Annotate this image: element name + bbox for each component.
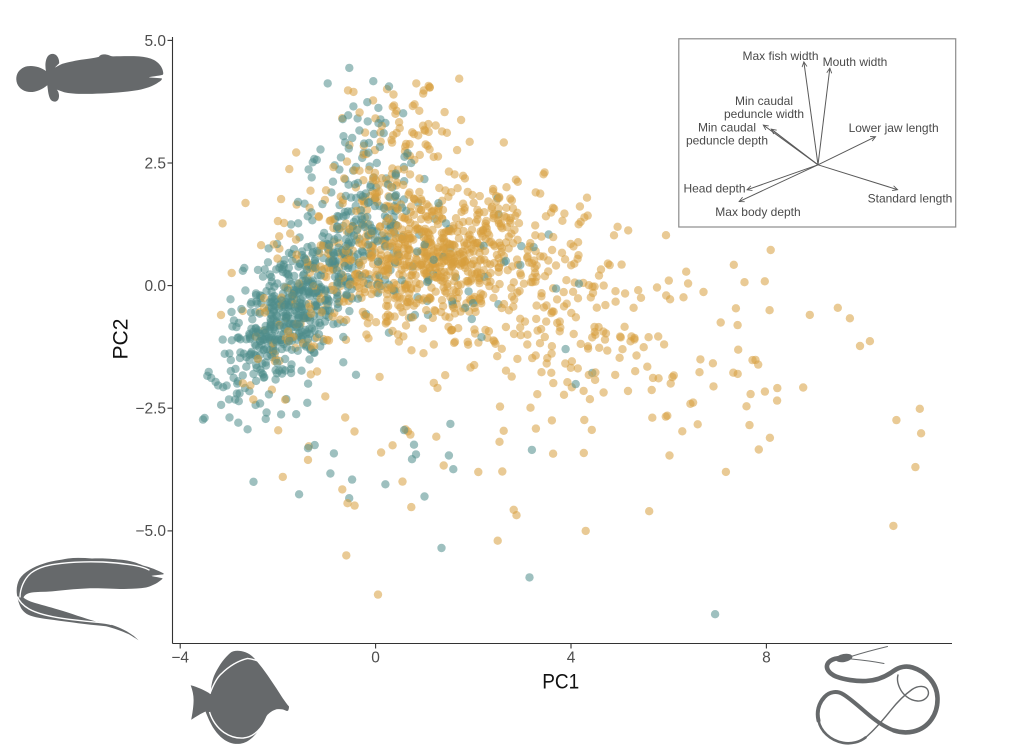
- svg-text:Min caudal: Min caudal: [698, 121, 756, 135]
- svg-text:8: 8: [762, 650, 771, 667]
- svg-text:Max fish width: Max fish width: [742, 49, 818, 63]
- svg-text:2.5: 2.5: [144, 155, 166, 172]
- svg-text:PC2: PC2: [110, 319, 133, 360]
- svg-text:4: 4: [567, 650, 576, 667]
- svg-text:0: 0: [371, 650, 380, 667]
- svg-text:5.0: 5.0: [144, 33, 166, 50]
- svg-text:Max body depth: Max body depth: [715, 205, 800, 219]
- svg-text:peduncle depth: peduncle depth: [686, 134, 768, 148]
- svg-text:peduncle width: peduncle width: [724, 107, 804, 121]
- svg-text:Mouth width: Mouth width: [823, 55, 888, 69]
- svg-text:Lower jaw length: Lower jaw length: [849, 121, 939, 135]
- svg-text:−5.0: −5.0: [135, 523, 166, 540]
- svg-text:−2.5: −2.5: [135, 401, 166, 418]
- svg-text:Min caudal: Min caudal: [735, 94, 793, 108]
- svg-text:PC1: PC1: [542, 670, 579, 693]
- svg-text:Head depth: Head depth: [683, 182, 745, 196]
- svg-text:−4: −4: [171, 650, 189, 667]
- svg-text:0.0: 0.0: [144, 278, 166, 295]
- svg-text:Standard length: Standard length: [868, 192, 953, 206]
